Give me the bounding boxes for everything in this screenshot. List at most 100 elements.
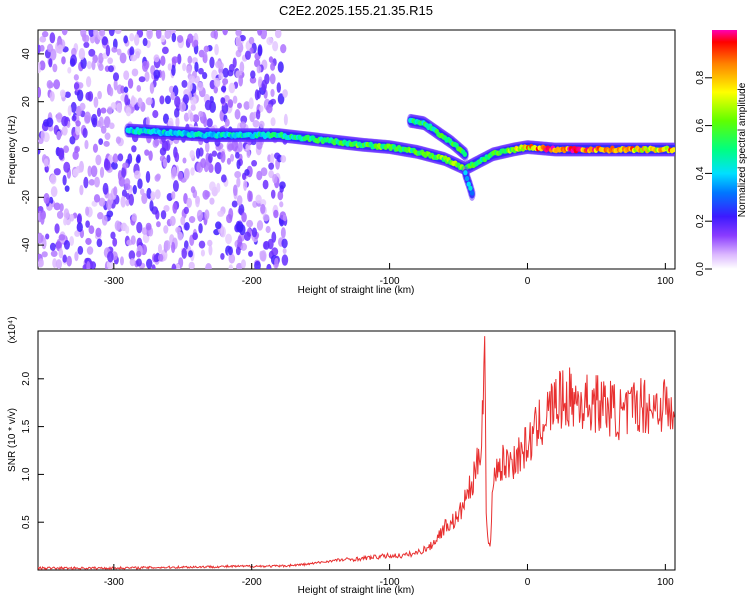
noise-blob — [198, 240, 206, 249]
noise-blob — [62, 174, 67, 186]
noise-blob — [139, 188, 145, 196]
y-tick-label: 1.0 — [21, 467, 32, 481]
x-tick-label: 100 — [657, 276, 674, 287]
noise-blob — [200, 249, 205, 257]
noise-blob — [272, 40, 279, 52]
noise-blob — [261, 79, 267, 92]
snr-series-line — [38, 336, 675, 570]
noise-blob — [38, 137, 44, 145]
noise-blob — [240, 259, 246, 269]
noise-blob — [198, 49, 205, 58]
noise-blob — [213, 77, 221, 88]
noise-blob — [46, 79, 53, 89]
noise-blob — [43, 158, 49, 168]
x-tick-label: 0 — [525, 276, 531, 287]
noise-blob — [183, 167, 190, 180]
noise-blob — [137, 178, 143, 190]
x-tick-label: -200 — [242, 276, 262, 287]
noise-blob — [260, 203, 266, 215]
noise-blob — [129, 46, 135, 57]
noise-blob — [164, 30, 172, 40]
noise-blob — [218, 72, 224, 80]
noise-blob — [125, 199, 130, 207]
noise-blob — [136, 250, 142, 258]
noise-blob — [155, 173, 161, 181]
noise-blob — [72, 150, 79, 161]
y-tick-label: 1.5 — [21, 419, 32, 433]
noise-blob — [146, 258, 153, 269]
noise-blob — [169, 215, 176, 226]
noise-blob — [204, 209, 210, 220]
noise-blob — [268, 56, 274, 63]
noise-blob — [161, 46, 169, 55]
chart-title: C2E2.2025.155.21.35.R15 — [279, 3, 433, 18]
noise-blob — [179, 101, 187, 112]
noise-blob — [110, 161, 118, 170]
noise-blob — [74, 230, 81, 237]
noise-blob — [221, 174, 227, 183]
noise-blob — [62, 254, 68, 263]
noise-blob — [189, 150, 195, 159]
noise-blob — [96, 107, 102, 118]
noise-blob — [171, 191, 176, 200]
noise-blob — [56, 210, 64, 219]
noise-blob — [277, 61, 284, 73]
noise-blob — [130, 235, 136, 245]
noise-blob — [58, 234, 66, 241]
noise-blob — [171, 64, 176, 77]
noise-blob — [220, 226, 226, 238]
noise-blob — [163, 205, 170, 212]
noise-blob — [213, 85, 218, 94]
noise-blob — [52, 63, 58, 73]
noise-blob — [124, 183, 131, 191]
noise-blob — [244, 168, 250, 176]
colorbar-tick-label: 0.8 — [695, 70, 706, 84]
noise-blob — [209, 197, 215, 205]
noise-blob — [98, 138, 104, 145]
noise-blob — [215, 60, 222, 69]
noise-blob — [115, 136, 122, 144]
noise-blob — [38, 258, 44, 267]
noise-blob — [256, 220, 264, 231]
y-tick-label: 0 — [21, 146, 32, 152]
noise-blob — [274, 30, 282, 39]
noise-blob — [112, 72, 120, 82]
noise-blob — [61, 115, 68, 127]
noise-blob — [208, 153, 213, 164]
noise-blob — [234, 109, 241, 120]
noise-blob — [153, 54, 160, 63]
spectrogram-x-ticks: -300 -200 -100 0 100 — [104, 263, 674, 287]
noise-blob — [108, 65, 114, 73]
noise-blob — [119, 52, 127, 64]
noise-blob — [256, 170, 263, 181]
noise-blob — [144, 149, 150, 156]
noise-blob — [175, 226, 181, 234]
y-tick-label: 20 — [21, 96, 32, 108]
noise-blob — [203, 51, 208, 64]
noise-blob — [175, 116, 180, 128]
noise-blob — [205, 141, 210, 153]
noise-blob — [192, 114, 200, 123]
snr-y-multiplier: (x10⁴) — [7, 316, 18, 343]
noise-blob — [188, 250, 193, 258]
noise-blob — [237, 102, 242, 109]
noise-blob — [251, 227, 258, 238]
noise-blob — [121, 189, 128, 198]
noise-blob — [225, 233, 232, 245]
noise-blob — [240, 242, 248, 251]
noise-blob — [84, 139, 89, 150]
noise-blob — [113, 78, 118, 91]
y-tick-label: -20 — [21, 190, 32, 205]
noise-blob — [283, 113, 288, 126]
noise-blob — [202, 72, 208, 80]
noise-blob — [92, 30, 99, 38]
noise-blob — [277, 190, 284, 201]
noise-blob — [71, 47, 77, 57]
snr-y-ticks: 0.5 1.0 1.5 2.0 — [21, 371, 44, 529]
noise-blob — [76, 222, 83, 233]
noise-blob — [61, 125, 68, 136]
noise-blob — [107, 57, 114, 65]
noise-blob — [103, 159, 111, 171]
noise-blob — [150, 191, 156, 199]
